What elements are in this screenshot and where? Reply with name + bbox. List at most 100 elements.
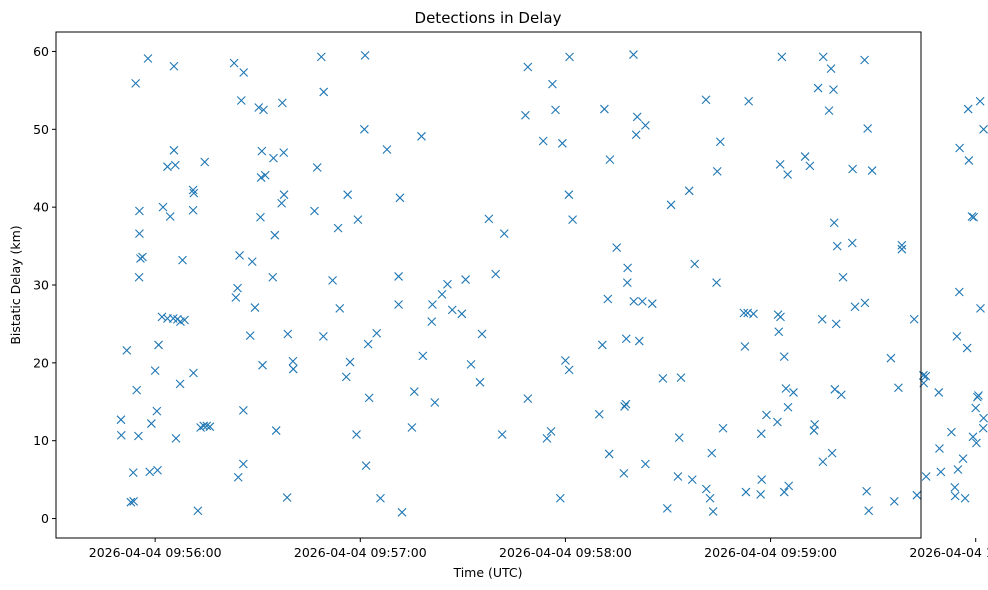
- data-point: [860, 55, 869, 65]
- data-point: [205, 422, 215, 432]
- data-point: [705, 493, 715, 503]
- x-axis-ticks: 2026-04-04 09:56:00 2026-04-04 09:57:00 20…: [89, 538, 988, 560]
- data-point: [131, 78, 141, 88]
- data-point: [475, 377, 485, 387]
- data-point: [360, 50, 370, 60]
- data-point: [523, 62, 533, 72]
- y-tick-label: 30: [33, 278, 49, 293]
- data-point: [762, 410, 771, 420]
- data-point: [958, 454, 968, 463]
- data-point: [634, 336, 644, 346]
- data-point: [707, 448, 717, 458]
- data-point: [921, 472, 931, 481]
- data-point: [658, 374, 668, 383]
- data-point: [934, 388, 944, 397]
- data-point: [258, 360, 267, 370]
- data-points: [116, 50, 988, 517]
- data-point: [832, 241, 842, 251]
- data-point: [612, 243, 622, 253]
- data-point: [409, 387, 419, 397]
- data-point: [774, 327, 784, 337]
- data-point: [976, 303, 985, 313]
- data-point: [757, 475, 767, 485]
- data-point: [838, 272, 848, 282]
- data-point: [979, 124, 988, 134]
- data-point: [936, 467, 946, 477]
- data-point: [619, 468, 629, 478]
- data-point: [397, 507, 407, 517]
- data-point: [189, 188, 199, 198]
- data-point: [564, 190, 574, 200]
- data-point: [188, 185, 198, 195]
- data-point: [238, 459, 248, 469]
- data-point: [523, 394, 533, 404]
- data-point: [461, 275, 470, 284]
- data-point: [687, 475, 697, 485]
- data-point: [353, 215, 363, 224]
- data-point: [277, 98, 287, 108]
- data-point: [256, 173, 266, 182]
- data-point: [818, 457, 828, 467]
- data-point: [138, 252, 147, 262]
- data-point: [126, 497, 136, 507]
- data-point: [860, 298, 870, 308]
- data-point: [622, 278, 632, 288]
- data-point: [964, 156, 974, 165]
- data-point: [565, 52, 574, 62]
- data-point: [557, 138, 567, 148]
- y-tick-label: 60: [33, 44, 49, 59]
- data-point: [116, 415, 126, 425]
- data-point: [637, 296, 647, 306]
- data-point: [967, 212, 977, 221]
- data-point: [779, 352, 789, 362]
- data-point: [862, 486, 872, 496]
- data-point: [824, 106, 834, 116]
- data-point: [310, 206, 319, 216]
- chart-title: Detections in Delay: [415, 9, 562, 27]
- data-point: [779, 487, 789, 497]
- data-point: [279, 190, 289, 200]
- data-point: [270, 230, 280, 240]
- data-point: [564, 365, 574, 375]
- data-point: [594, 409, 604, 419]
- data-point: [740, 342, 750, 351]
- data-point: [116, 430, 126, 440]
- data-point: [157, 312, 167, 322]
- data-point: [604, 449, 614, 459]
- data-point: [484, 214, 494, 224]
- data-point: [319, 87, 329, 97]
- data-point: [361, 461, 371, 470]
- data-point: [974, 391, 983, 400]
- data-point: [921, 371, 931, 381]
- data-point: [343, 190, 353, 200]
- data-point: [621, 334, 631, 344]
- data-point: [235, 251, 244, 260]
- data-point: [256, 212, 265, 222]
- data-point: [551, 105, 560, 115]
- data-point: [189, 368, 198, 378]
- data-point: [171, 433, 181, 443]
- data-point: [827, 448, 837, 458]
- data-point: [968, 432, 978, 442]
- data-point: [150, 366, 160, 376]
- data-point: [605, 155, 615, 165]
- data-point: [756, 490, 766, 499]
- data-point: [132, 385, 142, 395]
- data-point: [145, 467, 155, 477]
- data-point: [641, 459, 650, 469]
- data-point: [784, 481, 794, 491]
- data-point: [741, 487, 751, 497]
- data-point: [561, 356, 570, 365]
- data-point: [830, 384, 840, 394]
- data-point: [316, 52, 326, 62]
- data-point: [978, 423, 988, 433]
- data-point: [418, 351, 428, 361]
- data-point: [466, 360, 476, 369]
- data-point: [477, 329, 487, 339]
- y-tick-label: 20: [33, 355, 49, 370]
- data-point: [548, 79, 557, 89]
- data-point: [963, 104, 973, 114]
- data-point: [954, 287, 964, 297]
- data-point: [427, 317, 437, 326]
